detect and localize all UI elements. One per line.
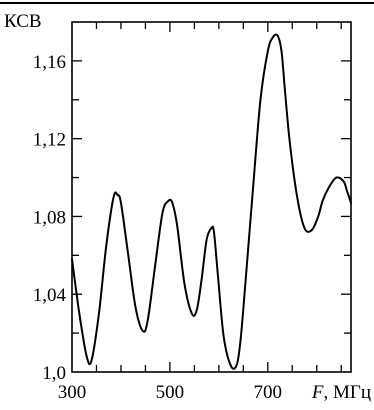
- x-tick-labels: 300 500 700: [58, 382, 282, 403]
- x-axis-title: F, МГц: [311, 382, 371, 403]
- x-tick-label: 500: [156, 382, 185, 403]
- y-axis-title: КСВ: [4, 11, 42, 32]
- y-tick-labels: 1,0 1,04 1,08 1,12 1,16: [33, 52, 67, 384]
- x-tick-label: 700: [254, 382, 283, 403]
- x-tick-label: 300: [58, 382, 87, 403]
- y-tick-label: 1,04: [33, 285, 67, 306]
- x-axis-unit: МГц: [333, 382, 371, 403]
- x-axis-separator: ,: [323, 382, 333, 403]
- y-tick-label: 1,0: [42, 363, 66, 384]
- y-tick-label: 1,16: [33, 52, 66, 73]
- x-axis-variable: F: [311, 382, 324, 403]
- axis-ticks: [72, 22, 351, 372]
- y-tick-label: 1,08: [33, 207, 66, 228]
- y-tick-label: 1,12: [33, 130, 66, 151]
- series-line-ksv: [71, 33, 352, 370]
- plot-frame: [71, 21, 352, 373]
